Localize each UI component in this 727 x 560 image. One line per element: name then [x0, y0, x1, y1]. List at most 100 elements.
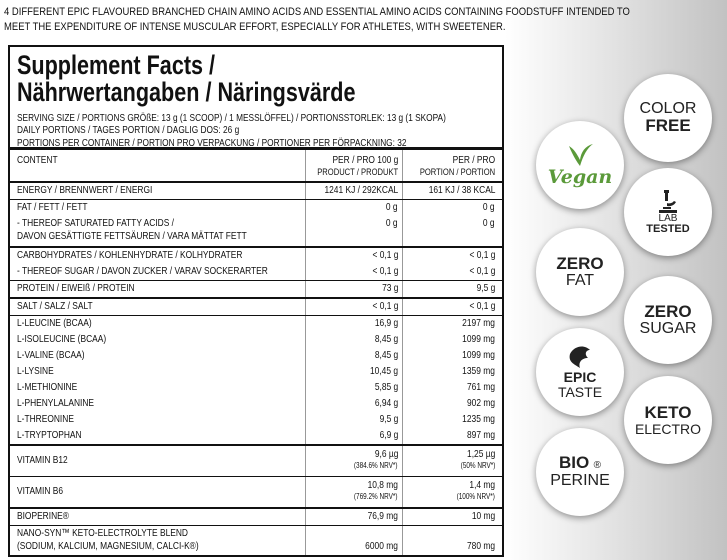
- badge-zero-sugar: ZERO SUGAR: [624, 276, 712, 364]
- badge-text: FAT: [565, 271, 595, 289]
- column-header: CONTENT: [17, 153, 58, 166]
- value-per-100g: < 0,1 g: [372, 299, 398, 312]
- value-per-100g: 9,5 g: [379, 413, 398, 425]
- serving-info: SERVING SIZE / PORTIONS GRÖßE: 13 g (1 S…: [17, 111, 446, 124]
- value-per-portion: 761 mg: [466, 381, 495, 393]
- serving-info: DAILY PORTIONS / TAGES PORTION / DAGLIG …: [17, 124, 240, 137]
- value-per-100g: 10,8 mg: [367, 479, 398, 491]
- badge-text: LAB: [658, 212, 678, 224]
- row-rule: [10, 314, 502, 316]
- badge-text: EPIC: [563, 369, 597, 386]
- row-label: VITAMIN B6: [17, 485, 64, 497]
- badge-bio-perine: BIO ® PERINE: [536, 428, 624, 516]
- value-per-portion: 1,4 mg: [469, 479, 495, 491]
- badge-epic-taste: EPIC TASTE: [536, 328, 624, 416]
- value-per-100g: 8,45 g: [374, 333, 398, 345]
- value-per-100g: 0 g: [386, 217, 398, 229]
- value-per-100g: 6000 mg: [365, 540, 398, 552]
- row-rule: [10, 475, 502, 477]
- badge-text: COLOR: [639, 99, 697, 117]
- value-per-100g: 9,6 µg: [374, 447, 398, 460]
- row-label: - THEREOF SATURATED FATTY ACIDS /: [17, 217, 174, 229]
- row-label: L-ISOLEUCINE (BCAA): [17, 333, 107, 345]
- row-label: VITAMIN B12: [17, 453, 68, 466]
- row-label: L-PHENYLALANINE: [17, 397, 95, 409]
- value-per-portion: 902 mg: [466, 397, 495, 409]
- value-per-100g: 16,9 g: [374, 317, 398, 329]
- nrv-note: (100% NRV*): [456, 492, 495, 502]
- column-header: PER / PRO 100 g: [332, 153, 398, 166]
- row-rule: [10, 147, 502, 150]
- badge-text: FREE: [645, 116, 691, 136]
- badge-vegan: Vegan: [536, 121, 624, 209]
- row-rule: [10, 297, 502, 299]
- value-per-100g: 76,9 mg: [367, 509, 398, 522]
- badge-text: ELECTRO: [634, 420, 702, 437]
- value-per-portion: 1235 mg: [462, 413, 495, 425]
- row-rule: [10, 507, 502, 509]
- badge-zero-fat: ZERO FAT: [536, 228, 624, 316]
- row-label: DAVON GESÄTTIGTE FETTSÄUREN / VARA MÄTTA…: [17, 230, 247, 242]
- row-label: (SODIUM, KALCIUM, MAGNESIUM, CALCI-K®): [17, 540, 199, 552]
- value-per-100g: 73 g: [381, 282, 398, 294]
- badge-text: TESTED: [646, 223, 690, 236]
- column-header: PORTION / PORTION: [419, 167, 495, 179]
- column-header: PRODUCT / PRODUKT: [317, 167, 398, 179]
- value-per-portion: 897 mg: [466, 429, 495, 441]
- value-per-portion: < 0,1 g: [469, 264, 495, 277]
- row-rule: [10, 181, 502, 183]
- column-header: PER / PRO: [452, 153, 495, 166]
- badge-text: SUGAR: [639, 319, 697, 337]
- value-per-100g: 6,9 g: [379, 429, 398, 441]
- value-per-portion: 1359 mg: [462, 365, 495, 377]
- row-label: NANO-SYN™ KETO-ELECTROLYTE BLEND: [17, 527, 188, 539]
- row-label: L-METHIONINE: [17, 381, 78, 393]
- facts-title: Supplement Facts /: [17, 49, 216, 80]
- value-per-100g: 8,45 g: [374, 349, 398, 361]
- badge-text: ZERO: [556, 253, 604, 273]
- row-rule: [10, 279, 502, 281]
- value-per-portion: 2197 mg: [462, 317, 495, 329]
- value-per-portion: 10 mg: [471, 509, 495, 522]
- badge-text: ®: [593, 460, 602, 472]
- badge-text: ZERO: [644, 301, 692, 321]
- value-per-portion: 161 KJ / 38 KCAL: [428, 183, 495, 196]
- row-rule: [10, 524, 502, 526]
- badge-text: KETO: [644, 402, 692, 422]
- nrv-note: (50% NRV*): [460, 460, 495, 470]
- column-divider: [305, 150, 306, 555]
- value-per-100g: 1241 KJ / 292KCAL: [324, 183, 398, 196]
- splash-icon: [569, 346, 590, 369]
- value-per-portion: 0 g: [483, 201, 495, 213]
- row-label: FAT / FETT / FETT: [17, 201, 88, 213]
- value-per-100g: < 0,1 g: [372, 248, 398, 261]
- row-rule: [10, 198, 502, 200]
- badge-text: TASTE: [557, 384, 603, 400]
- badge-color-free: COLOR FREE: [624, 74, 712, 162]
- badge-text: Vegan: [547, 166, 613, 189]
- row-label: - THEREOF SUGAR / DAVON ZUCKER / VARAV S…: [17, 264, 268, 277]
- badge-lab-tested: LAB TESTED: [624, 168, 712, 256]
- column-divider: [402, 150, 403, 555]
- badge-text: PERINE: [550, 472, 610, 489]
- row-label: BIOPERINE®: [17, 509, 69, 522]
- row-label: L-LEUCINE (BCAA): [17, 317, 92, 329]
- row-label: L-LYSINE: [17, 365, 54, 377]
- value-per-100g: 0 g: [386, 201, 398, 213]
- badge-keto-electro: KETO ELECTRO: [624, 376, 712, 464]
- value-per-100g: < 0,1 g: [372, 264, 398, 277]
- header-text: MEET THE EXPENDITURE OF INTENSE MUSCULAR…: [4, 20, 506, 33]
- row-label: L-THREONINE: [17, 413, 74, 425]
- badge-text: BIO: [558, 453, 590, 473]
- row-label: ENERGY / BRENNWERT / ENERGI: [17, 183, 153, 196]
- row-label: L-TRYPTOPHAN: [17, 429, 82, 441]
- row-label: PROTEIN / EIWEIß / PROTEIN: [17, 282, 135, 294]
- microscope-icon: [659, 189, 677, 213]
- row-rule: [10, 246, 502, 248]
- row-rule: [10, 444, 502, 446]
- row-label: CARBOHYDRATES / KOHLENHYDRATE / KOLHYDRA…: [17, 248, 243, 261]
- row-label: L-VALINE (BCAA): [17, 349, 85, 361]
- serving-info: PORTIONS PER CONTAINER / PORTION PRO VER…: [17, 136, 407, 149]
- value-per-portion: 780 mg: [466, 540, 495, 552]
